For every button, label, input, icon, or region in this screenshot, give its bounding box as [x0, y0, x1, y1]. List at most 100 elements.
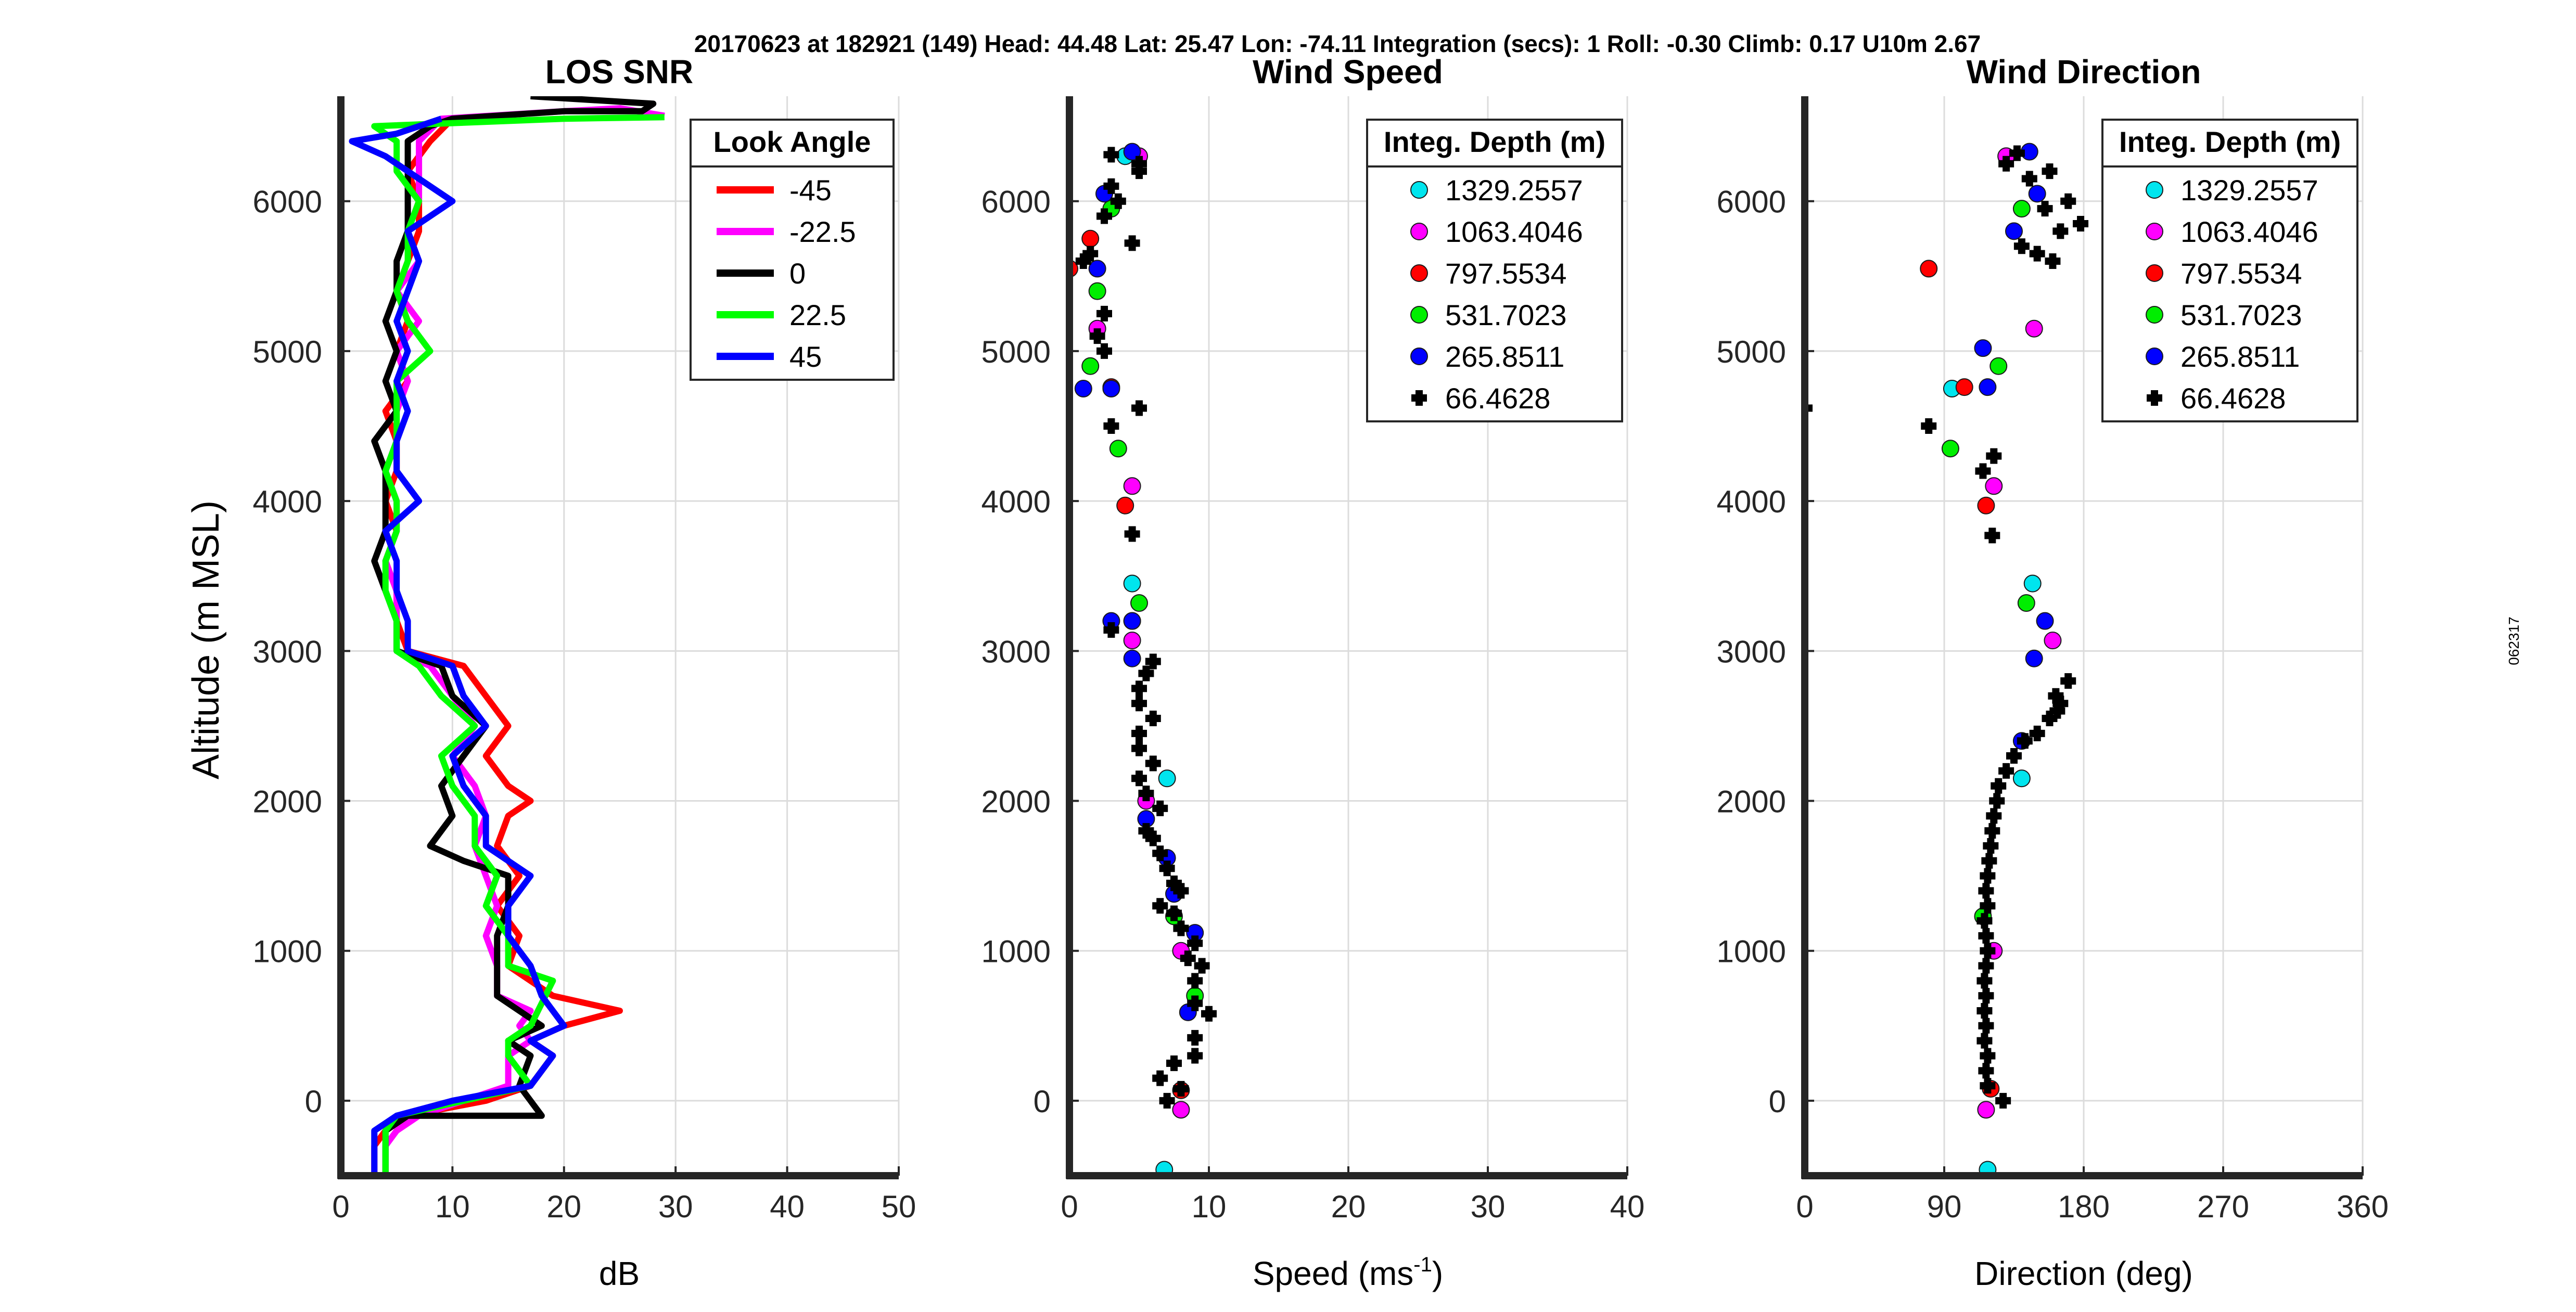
wind-direction-legend-swatch: [2146, 223, 2163, 240]
wind-direction-point-plus: [1978, 988, 1994, 1004]
wind-speed-point: [1088, 260, 1106, 278]
wind-direction-point-plus: [1805, 400, 1813, 416]
los-snr-legend-label: 22.5: [789, 299, 846, 331]
wind-speed-point-plus: [1187, 973, 1203, 989]
los-snr-series-line: [371, 114, 665, 1176]
wind-speed-point-plus: [1103, 622, 1119, 638]
wind-speed-legend-label: 1329.2557: [1445, 174, 1583, 207]
wind-direction-point-plus: [1978, 1018, 1994, 1034]
wind-speed-point-plus: [1187, 1030, 1203, 1046]
wind-speed-point-plus: [1138, 823, 1154, 839]
wind-direction-point-plus: [1980, 1078, 1996, 1094]
wind-speed-ytick-label: 6000: [981, 185, 1051, 220]
wind-direction-point-plus: [2045, 253, 2061, 269]
wind-speed-point-plus: [1089, 328, 1105, 344]
wind-speed-point-plus: [1131, 400, 1147, 416]
wind-direction-xtick-label: 90: [1927, 1189, 1962, 1224]
wind-speed-point-plus: [1131, 740, 1147, 756]
wind-direction-point-plus: [2013, 238, 2030, 254]
wind-direction-point-plus: [2049, 703, 2065, 719]
wind-speed-point-plus: [1173, 1081, 1189, 1097]
wind-direction-point-plus: [1976, 1002, 1993, 1019]
wind-speed-legend-label: 531.7023: [1445, 299, 1567, 331]
wind-speed-point-plus: [1096, 208, 1112, 224]
los-snr-legend-label: -22.5: [789, 215, 856, 248]
wind-direction-xlabel: Direction (deg): [1974, 1255, 2193, 1292]
wind-speed-point-plus: [1110, 193, 1126, 209]
wind-direction-legend-label: 66.4628: [2180, 382, 2286, 415]
wind-direction-point-plus: [2048, 688, 2064, 704]
wind-speed-point-plus: [1152, 845, 1168, 861]
los-snr-ylabel: Altitude (m MSL): [185, 500, 227, 779]
plot-wind-direction: 0 90 180 270 360 0 1000 2000 3000 4000 5000 6000 In…: [1717, 53, 2389, 1292]
wind-direction-point-plus: [1980, 943, 1996, 959]
los-snr-ytick-label: 0: [305, 1084, 322, 1119]
los-snr-ytick-label: 3000: [253, 634, 322, 669]
los-snr-legend-title: Look Angle: [713, 125, 871, 158]
wind-speed-point-plus: [1138, 786, 1154, 802]
wind-direction-point: [1990, 357, 2008, 375]
wind-speed-point: [1123, 574, 1141, 593]
figure-header: 20170623 at 182921 (149) Head: 44.48 Lat…: [694, 30, 1981, 57]
wind-speed-title: Wind Speed: [1253, 53, 1443, 91]
wind-direction-point: [2036, 612, 2054, 630]
wind-speed-ytick-label: 1000: [981, 934, 1051, 969]
wind-direction-xtick-label: 0: [1796, 1189, 1813, 1224]
wind-direction-point-plus: [1978, 958, 1994, 974]
wind-direction-point-plus: [2060, 193, 2076, 209]
wind-speed-point: [1123, 477, 1141, 495]
wind-direction-legend-label: 797.5534: [2180, 257, 2302, 290]
los-snr-ytick-label: 1000: [253, 934, 322, 969]
wind-direction-legend-label: 1063.4046: [2180, 215, 2318, 248]
wind-direction-point: [2023, 574, 2042, 593]
wind-speed-point-plus: [1166, 1055, 1182, 1071]
los-snr-legend-label: 0: [789, 257, 806, 290]
wind-speed-point-plus: [1131, 156, 1147, 172]
wind-speed-ytick-label: 0: [1034, 1084, 1051, 1119]
wind-direction-legend: Integ. Depth (m) 1329.2557 1063.4046 797.55…: [2101, 119, 2358, 422]
wind-direction-point-plus: [1995, 1092, 2011, 1109]
los-snr-xtick-label: 40: [770, 1189, 805, 1224]
los-snr-xtick-label: 50: [882, 1189, 916, 1224]
wind-speed-xtick-label: 20: [1331, 1189, 1366, 1224]
wind-speed-legend: Integ. Depth (m) 1329.2557 1063.4046 797.55…: [1366, 119, 1623, 422]
wind-speed-legend-label: 797.5534: [1445, 257, 1567, 290]
wind-speed-point: [1081, 357, 1100, 375]
wind-speed-point-plus: [1131, 696, 1147, 712]
wind-speed-point-plus: [1131, 680, 1147, 697]
wind-speed-ytick-label: 2000: [981, 784, 1051, 819]
wind-direction-point-plus: [1998, 763, 2014, 779]
wind-direction-point-plus: [1984, 528, 2000, 544]
wind-speed-xtick-label: 30: [1471, 1189, 1506, 1224]
wind-speed-legend-title: Integ. Depth (m): [1384, 125, 1605, 158]
wind-speed-point: [1123, 649, 1141, 667]
wind-speed-legend-label: 1063.4046: [1445, 215, 1583, 248]
wind-direction-legend-box: [2101, 119, 2358, 422]
wind-direction-point: [1955, 378, 1973, 396]
wind-speed-point: [1081, 229, 1100, 248]
plot-wind-speed: 0 10 20 30 40 0 1000 2000 3000 4000 5000 6000 Integ…: [981, 53, 1645, 1292]
wind-direction-point-plus: [1978, 883, 1994, 899]
los-snr-xtick-label: 20: [546, 1189, 581, 1224]
los-snr-axes: 0 10 20 30 40 50 0 1000 2000 3000 4000 5000 6000: [253, 96, 916, 1224]
wind-direction-point: [2044, 632, 2062, 650]
wind-speed-point-plus: [1201, 1006, 1217, 1022]
wind-speed-point-plus: [1096, 305, 1112, 321]
wind-direction-point: [1974, 339, 1992, 357]
wind-direction-point-plus: [1980, 898, 1996, 914]
wind-speed-point: [1158, 769, 1176, 788]
wind-speed-xlabel-tail: ): [1432, 1255, 1443, 1292]
wind-direction-legend-label: 531.7023: [2180, 299, 2302, 331]
wind-speed-point-plus: [1138, 665, 1154, 681]
wind-direction-ytick-label: 5000: [1717, 335, 1786, 369]
wind-direction-legend-swatch: [2146, 181, 2163, 199]
wind-direction-point: [1977, 496, 1995, 514]
wind-direction-xtick-label: 270: [2197, 1189, 2249, 1224]
wind-direction-point: [2012, 769, 2031, 788]
wind-speed-legend-swatch: [1410, 223, 1428, 240]
wind-direction-point-plus: [1980, 868, 1996, 884]
wind-direction-point-plus: [2060, 673, 2076, 689]
wind-direction-point-plus: [1981, 853, 1997, 869]
wind-speed-point-plus: [1159, 1092, 1175, 1109]
